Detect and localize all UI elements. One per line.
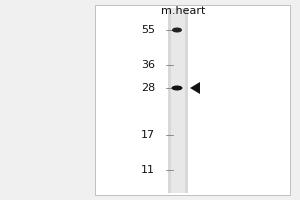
Text: 11: 11 [141,165,155,175]
Text: m.heart: m.heart [161,6,205,16]
Ellipse shape [172,86,182,90]
Bar [171,8,185,193]
Polygon shape [190,82,200,94]
Text: 55: 55 [141,25,155,35]
Ellipse shape [172,27,182,32]
Text: 17: 17 [141,130,155,140]
Bar [95,5,290,195]
Text: 36: 36 [141,60,155,70]
Text: 28: 28 [141,83,155,93]
Bar [168,8,188,193]
